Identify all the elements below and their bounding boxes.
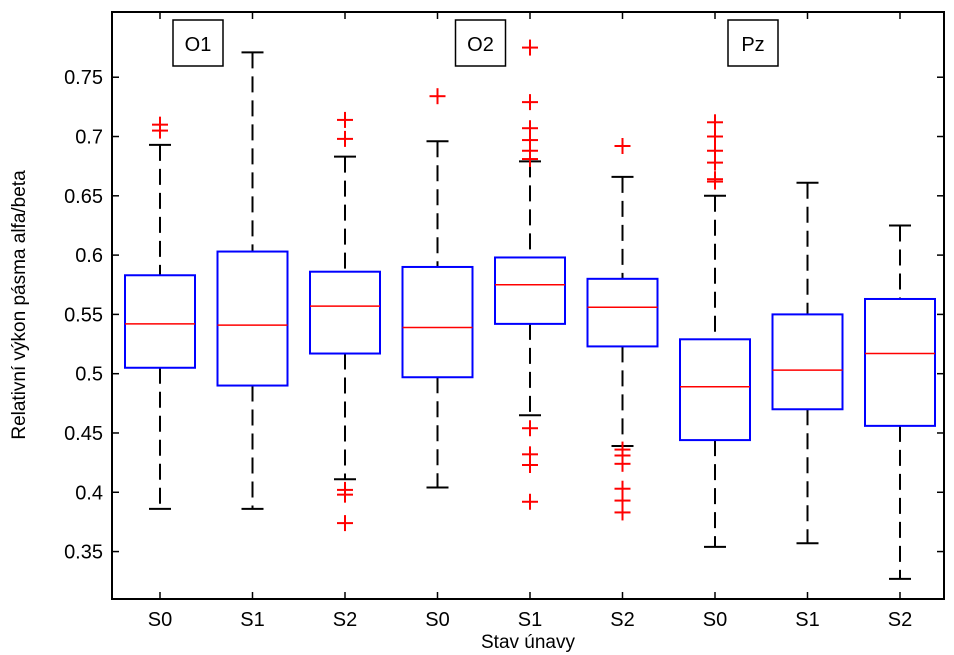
group-label-text: O1 <box>185 34 212 56</box>
x-tick-label: S1 <box>795 609 819 631</box>
iqr-box <box>216 250 289 387</box>
box-group <box>864 224 936 580</box>
group-labels-layer: O1 O2 Pz <box>172 19 779 67</box>
box-group <box>216 51 289 510</box>
iqr-box <box>494 256 566 325</box>
x-tick-label: S2 <box>333 609 357 631</box>
outlier-marker <box>614 138 631 155</box>
outlier-marker <box>522 94 538 111</box>
iqr-box <box>401 265 474 379</box>
x-tick-label: S1 <box>518 609 542 631</box>
boxes-layer <box>124 39 936 580</box>
y-axis: 0.35 0.4 0.45 0.5 0.55 0.6 0.65 0.7 0.75 <box>64 67 944 564</box>
group-label-box <box>454 19 507 67</box>
outlier-marker <box>614 480 631 497</box>
outlier-marker <box>337 481 353 498</box>
box-group <box>309 111 381 532</box>
plot-frame <box>111 11 945 600</box>
y-tick-label: 0.55 <box>64 304 103 326</box>
x-tick-label: S1 <box>240 609 264 631</box>
group-label: O2 <box>454 19 507 67</box>
x-tick-label: S2 <box>888 609 912 631</box>
outlier-marker <box>707 128 723 145</box>
box-group <box>494 39 566 510</box>
y-tick-label: 0.45 <box>64 423 103 445</box>
x-axis-title: Stav únavy <box>481 632 575 653</box>
group-label-text: O2 <box>467 34 494 56</box>
outlier-marker <box>522 446 538 463</box>
y-tick-label: 0.7 <box>75 127 103 149</box>
outlier-marker <box>522 39 538 56</box>
outlier-marker <box>522 420 538 437</box>
group-label-box <box>727 19 779 67</box>
y-tick-label: 0.35 <box>64 542 103 564</box>
outlier-marker <box>707 114 723 131</box>
box-group <box>586 138 659 521</box>
iqr-box <box>309 270 381 355</box>
iqr-box <box>679 338 751 442</box>
iqr-box <box>771 313 844 411</box>
y-tick-label: 0.5 <box>75 364 103 386</box>
outlier-marker <box>707 171 723 188</box>
iqr-box <box>864 297 936 427</box>
outlier-marker <box>522 120 538 137</box>
box-group <box>771 181 844 545</box>
x-tick-label: S2 <box>610 609 634 631</box>
outlier-marker <box>152 116 168 133</box>
outlier-marker <box>522 493 538 510</box>
outlier-marker <box>614 441 631 458</box>
y-tick-label: 0.4 <box>75 482 103 504</box>
box-group <box>401 88 474 489</box>
x-tick-label: S0 <box>703 609 727 631</box>
iqr-box <box>586 277 659 348</box>
outlier-marker <box>337 111 353 128</box>
outlier-marker <box>337 515 353 532</box>
y-tick-label: 0.65 <box>64 186 103 208</box>
outlier-marker <box>337 130 353 147</box>
x-tick-label: S0 <box>148 609 172 631</box>
box-group <box>679 114 751 548</box>
x-axis: S0 S1 S2 S0 S1 S2 S0 S1 S2 <box>148 12 912 631</box>
y-axis-title: Relativní výkon pásma alfa/beta <box>9 170 30 440</box>
y-tick-label: 0.75 <box>64 67 103 89</box>
group-label: Pz <box>727 19 779 67</box>
outlier-marker <box>707 142 723 159</box>
box-group <box>124 116 196 510</box>
y-tick-label: 0.6 <box>75 245 103 267</box>
group-label: O1 <box>172 19 224 67</box>
group-label-text: Pz <box>741 34 764 56</box>
outlier-marker <box>429 88 446 105</box>
iqr-box <box>124 274 196 369</box>
group-label-box <box>172 19 224 67</box>
x-tick-label: S0 <box>425 609 449 631</box>
